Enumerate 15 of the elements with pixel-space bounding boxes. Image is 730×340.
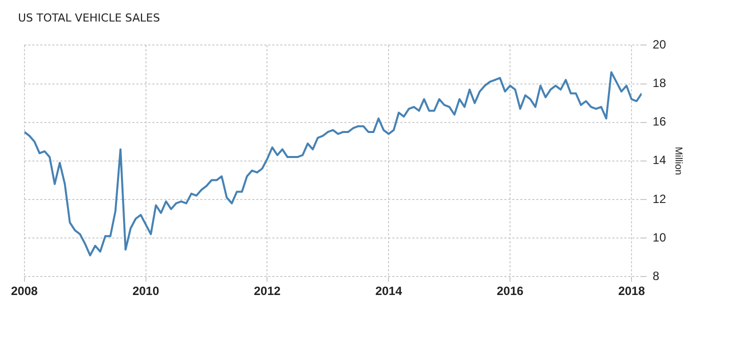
x-tick-label: 2016 bbox=[496, 284, 524, 298]
y-tick-label: 12 bbox=[652, 192, 666, 206]
y-tick-label: 20 bbox=[652, 38, 666, 52]
y-tick-label: 14 bbox=[652, 153, 666, 168]
y-tick-label: 18 bbox=[652, 76, 666, 90]
x-tick-label: 2014 bbox=[375, 284, 402, 298]
x-tick-label: 2008 bbox=[10, 284, 38, 298]
x-tick-label: 2012 bbox=[254, 284, 281, 298]
y-tick-label: 10 bbox=[652, 230, 666, 244]
y-tick-label: 16 bbox=[652, 114, 666, 129]
y-axis-title: Million bbox=[672, 146, 684, 176]
x-tick-label: 2018 bbox=[618, 284, 646, 298]
x-tick-label: 2010 bbox=[132, 284, 160, 298]
y-tick-label: 8 bbox=[652, 268, 660, 283]
chart-title: US TOTAL VEHICLE SALES bbox=[18, 11, 160, 24]
